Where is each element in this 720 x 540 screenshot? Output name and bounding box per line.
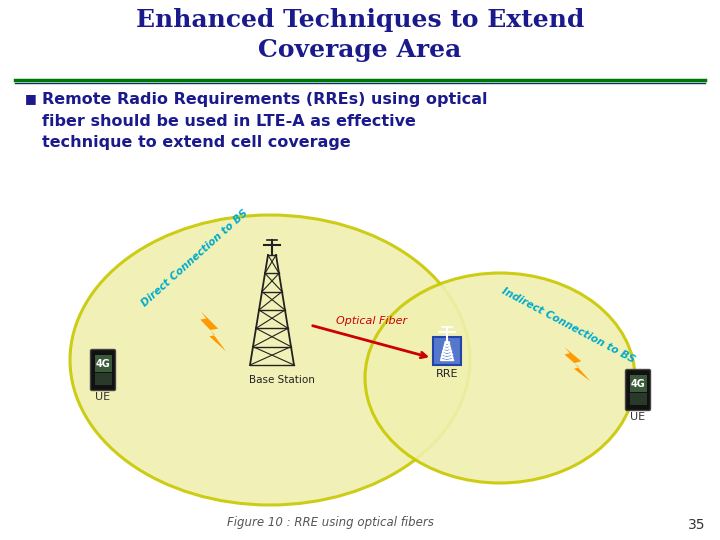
- Text: RRE: RRE: [436, 369, 458, 379]
- Text: 35: 35: [688, 518, 705, 532]
- FancyBboxPatch shape: [91, 349, 115, 390]
- Text: Base Station: Base Station: [249, 375, 315, 385]
- Ellipse shape: [70, 215, 470, 505]
- FancyBboxPatch shape: [626, 369, 650, 410]
- FancyBboxPatch shape: [629, 375, 647, 392]
- Polygon shape: [200, 312, 226, 352]
- Text: UE: UE: [631, 412, 646, 422]
- Text: Indirect Connection to BS: Indirect Connection to BS: [500, 286, 636, 364]
- Text: Enhanced Techniques to Extend: Enhanced Techniques to Extend: [136, 8, 584, 32]
- Text: 4G: 4G: [631, 379, 645, 389]
- Polygon shape: [564, 347, 590, 381]
- FancyBboxPatch shape: [94, 355, 112, 372]
- Text: Optical Fiber: Optical Fiber: [336, 316, 408, 326]
- Text: Figure 10 : RRE using optical fibers: Figure 10 : RRE using optical fibers: [227, 516, 433, 529]
- Text: Direct Connection to BS: Direct Connection to BS: [140, 208, 250, 308]
- Text: Coverage Area: Coverage Area: [258, 38, 462, 62]
- Text: Remote Radio Requirements (RREs) using optical
fiber should be used in LTE-A as : Remote Radio Requirements (RREs) using o…: [42, 92, 487, 150]
- Text: UE: UE: [96, 392, 111, 402]
- FancyBboxPatch shape: [433, 337, 461, 365]
- Text: ■: ■: [25, 92, 37, 105]
- Ellipse shape: [365, 273, 635, 483]
- FancyBboxPatch shape: [629, 393, 647, 404]
- FancyBboxPatch shape: [94, 373, 112, 384]
- Text: 4G: 4G: [96, 359, 110, 368]
